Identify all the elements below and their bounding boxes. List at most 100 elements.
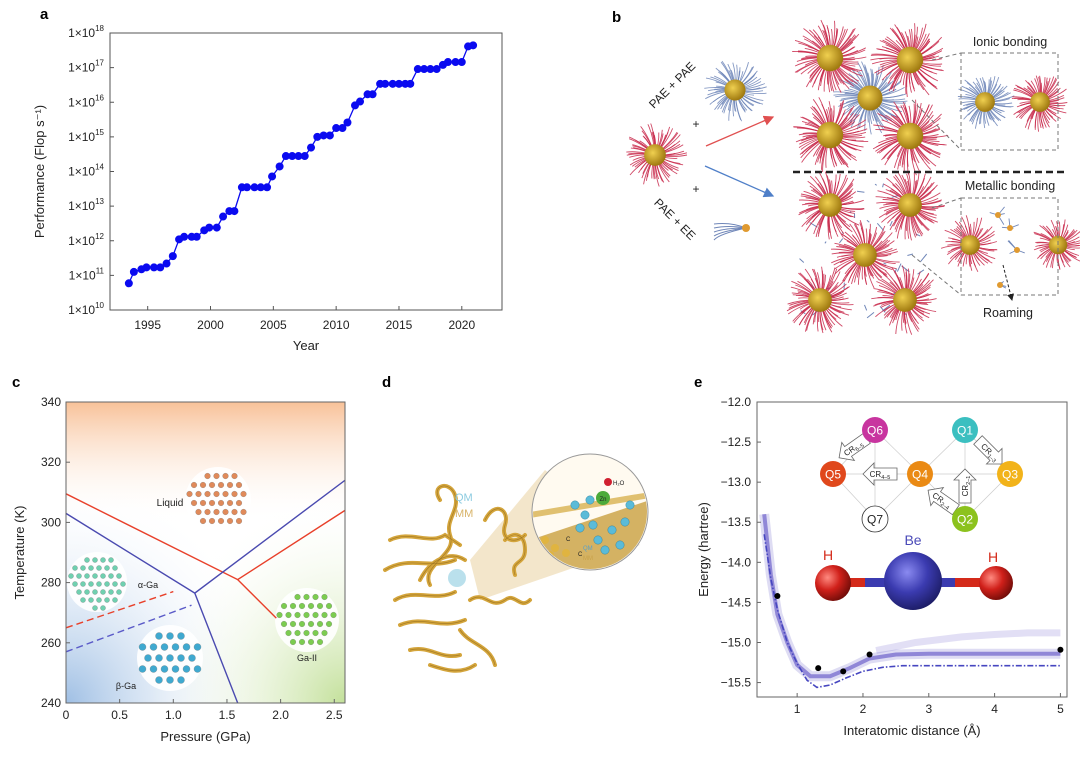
atom [193,643,202,651]
atom [325,620,333,628]
qubit-node-label: Q1 [957,424,973,438]
atom [149,665,158,673]
atom [289,602,297,610]
lattice-pae-micelle [875,172,945,241]
y-tick-label: −14.0 [721,555,752,569]
atom [92,589,98,595]
data-point [443,58,452,67]
bond [936,578,961,587]
cr-arrow: CR1–3 [973,435,1003,465]
ee-core [1014,247,1020,253]
atom [289,638,297,646]
y-tick-label: −13.0 [721,475,752,489]
carbon-label: C [578,552,583,558]
x-axis-label: Year [293,338,320,353]
plus-sign-bottom: + [692,182,699,196]
y-tick-exponent: 11 [96,266,105,275]
nanoparticle-core [816,121,844,149]
y-tick-label: 300 [41,515,61,529]
route-label-pae-pae: PAE + PAE [646,59,698,111]
panel-label-a: a [40,6,49,23]
pae-micelle [626,123,688,187]
y-tick-label: −15.5 [721,676,752,690]
qubit-node-label: Q5 [825,468,841,482]
h2o-label: H₂O [613,481,625,487]
atom [80,597,86,603]
x-tick-label: 2005 [260,318,287,332]
data-point [866,651,873,658]
arrow-shape [838,432,871,462]
arrow-to-metallic-lattice [704,165,775,198]
y-tick-label: −13.5 [721,515,752,529]
atom [72,581,78,587]
data-point [250,183,259,192]
atom [226,499,234,507]
inner-qm-label: QM [583,546,593,552]
atom [231,472,238,480]
x-tick-label: 1.5 [219,708,236,722]
atom [285,611,292,619]
atom [84,557,90,563]
ee-strand [713,227,747,241]
atom [100,589,106,595]
atom [217,499,225,507]
atom [96,597,102,603]
x-tick-label: 1.0 [165,708,182,722]
qubit-node-label: Q7 [867,513,883,527]
atom [321,593,328,601]
complementary-pae-micelle [704,60,767,122]
data-point [205,223,214,232]
cr-label: CR4–5 [870,470,891,481]
lattice-pae-micelle [792,19,867,93]
ee-core [1007,225,1013,231]
nanoparticle-core [816,44,844,72]
data-point [230,207,239,216]
cr-label-subscript: 1–3 [986,454,997,465]
zoom-line [911,254,962,296]
cr-arrow: CR2–4 [927,486,960,516]
plot-data [759,513,1064,689]
atom [92,557,98,563]
data-point [469,41,478,50]
atom [186,490,193,498]
panel-a-performance-chart: 1995 2000 2005 2010 2015 20201×10101×10111×10… [32,24,503,353]
atom-label-h-left: H [823,547,833,563]
ee-strand [839,238,844,244]
atom [88,565,94,571]
ribbon-edge [399,619,466,626]
lattice-pae-micelle [872,99,949,176]
atom [285,629,292,637]
atom [84,589,90,595]
atom [190,499,198,507]
ribbon-edge [384,559,456,571]
atom [88,597,94,603]
y-tick-base: 1×10 [68,95,95,109]
atom [80,581,86,587]
atom [76,573,82,579]
atom [280,602,288,610]
atom [144,654,152,662]
mm-atom [551,544,559,552]
atom [217,481,225,489]
protein-ribbon [383,484,532,673]
nanoparticle-core [857,85,883,111]
atom [235,517,243,525]
ee-strand [883,262,887,265]
data-point [343,118,352,127]
qubit-node-q5 [820,461,846,487]
roaming-arrow [1002,264,1014,301]
atom [108,589,114,595]
qubit-node-label: Q4 [912,468,928,482]
atom [84,573,90,579]
atom [208,481,216,489]
atom [104,581,110,587]
inner-mm-label: MM [583,556,593,562]
atom [193,665,202,673]
data-point [319,131,328,140]
inset-label-metallic: Metallic bonding [965,179,1055,193]
phase-boundary-line [237,579,277,619]
alpha-ga-structure [67,552,127,612]
atom [195,508,202,516]
panel-label-e: e [694,374,702,391]
atom [116,573,122,579]
